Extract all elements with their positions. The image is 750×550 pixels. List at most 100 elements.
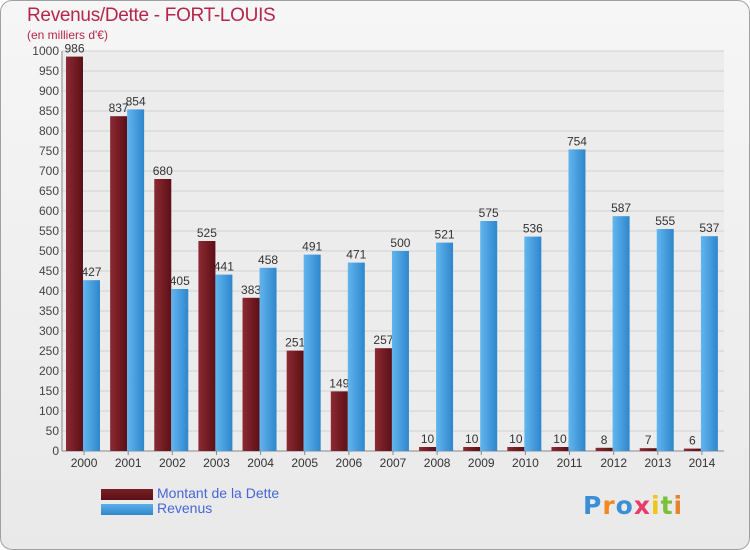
debt-bar: [198, 241, 216, 451]
y-tick-label: 650: [39, 184, 59, 198]
legend-swatch-revenue: [101, 504, 153, 515]
debt-value-label: 680: [153, 164, 173, 178]
y-tick-label: 700: [39, 164, 59, 178]
y-tick-label: 550: [39, 224, 59, 238]
x-tick-label: 2010: [512, 456, 539, 470]
y-tick-label: 850: [39, 104, 59, 118]
revenue-bar: [347, 262, 365, 451]
revenue-value-label: 587: [611, 201, 631, 215]
revenue-bar: [83, 280, 100, 451]
revenue-value-label: 754: [567, 134, 587, 148]
debt-value-label: 525: [197, 226, 217, 240]
y-tick-label: 300: [39, 324, 59, 338]
revenue-value-label: 575: [479, 206, 499, 220]
revenue-value-label: 471: [346, 248, 366, 262]
y-tick-label: 150: [39, 384, 59, 398]
debt-value-label: 149: [329, 376, 349, 390]
revenue-value-label: 854: [126, 94, 146, 108]
y-tick-label: 950: [39, 64, 59, 78]
revenue-bar: [656, 229, 674, 451]
y-tick-label: 1000: [32, 44, 59, 58]
debt-value-label: 8: [601, 433, 608, 447]
chart-title: Revenus/Dette - FORT-LOUIS: [27, 5, 276, 26]
revenue-value-label: 555: [655, 214, 675, 228]
legend-swatch-debt: [101, 489, 153, 500]
x-tick-label: 2009: [468, 456, 495, 470]
y-tick-label: 350: [39, 304, 59, 318]
revenue-bar: [171, 289, 189, 451]
debt-bar: [639, 448, 657, 451]
y-tick-label: 200: [39, 364, 59, 378]
debt-bar: [66, 56, 83, 451]
revenue-bar: [436, 242, 454, 451]
logo-letter: r: [602, 491, 616, 520]
y-tick-label: 0: [52, 444, 59, 458]
debt-bar: [419, 447, 437, 451]
y-tick-label: 500: [39, 244, 59, 258]
debt-value-label: 6: [689, 434, 696, 448]
debt-bar: [286, 350, 304, 451]
x-tick-label: 2000: [71, 456, 98, 470]
debt-bar: [330, 391, 348, 451]
revenue-value-label: 536: [523, 222, 543, 236]
logo-letter: i: [673, 491, 684, 520]
x-tick-label: 2002: [159, 456, 186, 470]
logo-letter: x: [633, 491, 651, 520]
revenue-bar: [259, 267, 277, 451]
y-tick-label: 250: [39, 344, 59, 358]
debt-value-label: 10: [509, 432, 523, 446]
x-tick-label: 2014: [689, 456, 716, 470]
x-tick-label: 2005: [291, 456, 318, 470]
revenue-value-label: 500: [390, 236, 410, 250]
revenue-value-label: 521: [435, 228, 455, 242]
revenue-value-label: 405: [170, 274, 190, 288]
x-tick-label: 2013: [644, 456, 671, 470]
x-tick-label: 2007: [380, 456, 407, 470]
debt-bar: [154, 179, 172, 451]
y-tick-label: 50: [46, 424, 60, 438]
debt-bar: [683, 448, 701, 451]
revenue-bar: [480, 221, 498, 451]
debt-bar: [551, 447, 569, 451]
logo-letter: P: [583, 491, 603, 520]
y-tick-label: 450: [39, 264, 59, 278]
chart-subtitle: (en milliers d'€): [27, 28, 108, 42]
debt-value-label: 257: [373, 333, 393, 347]
debt-bar: [463, 447, 481, 451]
debt-value-label: 10: [553, 432, 567, 446]
debt-value-label: 251: [285, 336, 305, 350]
debt-bar: [110, 116, 128, 451]
debt-value-label: 10: [421, 432, 435, 446]
revenue-bar: [524, 236, 542, 451]
revenue-bar: [303, 254, 321, 451]
x-tick-label: 2001: [115, 456, 142, 470]
revenue-bar: [700, 236, 718, 451]
revenue-value-label: 427: [81, 265, 101, 279]
y-tick-label: 600: [39, 204, 59, 218]
y-tick-label: 400: [39, 284, 59, 298]
revenue-bar: [612, 216, 630, 451]
debt-bar: [242, 297, 260, 451]
debt-value-label: 7: [645, 433, 652, 447]
legend-label-debt: Montant de la Dette: [157, 485, 280, 501]
revenue-value-label: 537: [699, 221, 719, 235]
revenue-value-label: 458: [258, 253, 278, 267]
debt-bar: [374, 348, 392, 451]
x-tick-label: 2011: [557, 456, 583, 470]
logo-letter: i: [651, 491, 661, 520]
debt-bar: [595, 447, 613, 451]
revenue-bar: [127, 109, 145, 452]
x-tick-label: 2012: [600, 456, 627, 470]
revenue-bar: [391, 251, 409, 451]
x-tick-label: 2004: [247, 456, 274, 470]
x-tick-label: 2003: [203, 456, 230, 470]
debt-value-label: 986: [64, 42, 84, 56]
y-tick-label: 900: [39, 84, 59, 98]
logo-letter: t: [660, 491, 674, 520]
debt-bar: [507, 447, 525, 451]
logo-letter: o: [615, 491, 634, 520]
x-tick-label: 2006: [336, 456, 363, 470]
y-tick-label: 800: [39, 124, 59, 138]
